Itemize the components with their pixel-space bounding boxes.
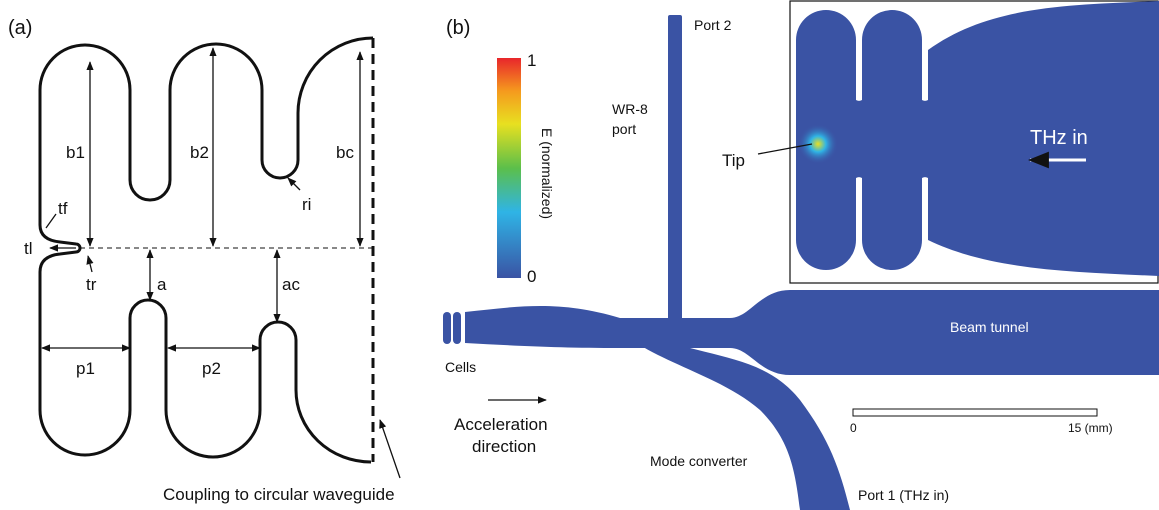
tunnel-label: Beam tunnel — [950, 319, 1029, 335]
colorbar — [497, 58, 521, 278]
dim-label: tf — [58, 199, 68, 218]
dim-label: ac — [282, 275, 300, 294]
colorbar-min: 0 — [527, 267, 536, 286]
field-hotspot — [798, 124, 838, 164]
pointer — [46, 214, 56, 228]
dim-label: tr — [86, 275, 97, 294]
dim-label: tl — [24, 239, 33, 258]
dim-label: bc — [336, 143, 354, 162]
dim-label: p1 — [76, 359, 95, 378]
dim-label: a — [157, 275, 167, 294]
scale-label: 0 — [850, 421, 857, 435]
colorbar-max: 1 — [527, 51, 536, 70]
thz-label: THz in — [1030, 127, 1088, 149]
pointer — [380, 420, 400, 478]
accel-label: direction — [472, 437, 536, 456]
accelerator-body — [465, 290, 1159, 375]
port-label: Port 2 — [694, 17, 732, 33]
cell — [453, 312, 461, 344]
dim-label: ri — [302, 195, 311, 214]
scale-bar — [853, 409, 1097, 416]
pointer — [288, 178, 300, 190]
dim-label: b1 — [66, 143, 85, 162]
dim-label: p2 — [202, 359, 221, 378]
panel-label: (b) — [446, 17, 470, 39]
accel-label: Acceleration — [454, 415, 548, 434]
caption: Coupling to circular waveguide — [163, 485, 395, 504]
scale-label: 15 (mm) — [1068, 421, 1113, 435]
converter-label: Mode converter — [650, 453, 748, 469]
inset-field — [796, 1, 1159, 276]
port-label: WR-8 — [612, 101, 648, 117]
cells-label: Cells — [445, 359, 476, 375]
figure: (a) b1 b2 bc tf tl tr ri a ac p1 p2 Coup… — [0, 0, 1159, 510]
wr8-port — [668, 15, 682, 352]
cell — [443, 312, 451, 344]
pointer — [88, 256, 92, 272]
colorbar-title: E (normalized) — [539, 128, 555, 219]
dim-label: b2 — [190, 143, 209, 162]
port-label: Port 1 (THz in) — [858, 487, 949, 503]
tip-label: Tip — [722, 151, 745, 170]
panel-label: (a) — [8, 17, 32, 39]
port-label: port — [612, 121, 636, 137]
